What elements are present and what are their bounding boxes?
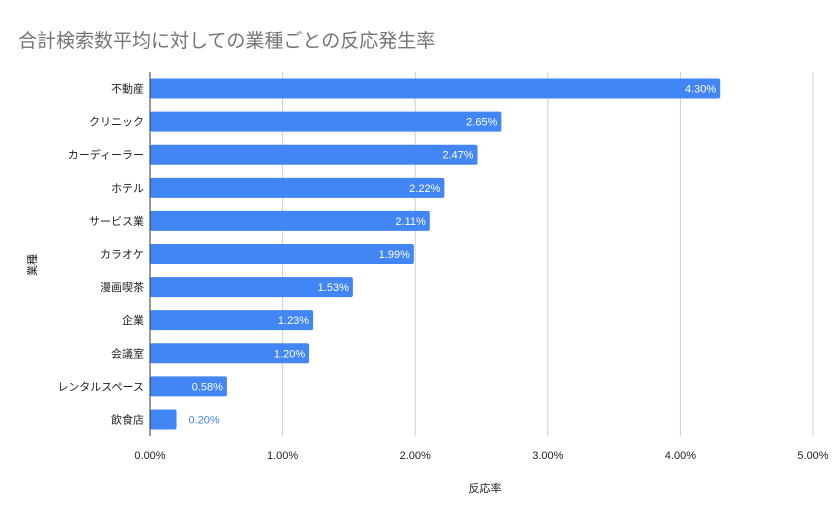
- y-category-label: サービス業: [89, 215, 144, 228]
- bar: [150, 210, 430, 231]
- x-tick-label: 4.00%: [665, 450, 696, 462]
- y-category-label: クリニック: [89, 116, 144, 129]
- bar: [150, 376, 227, 397]
- data-label: 2.47%: [442, 150, 473, 162]
- y-category-label: 不動産: [111, 82, 144, 96]
- bar: [150, 244, 414, 264]
- bar: [150, 177, 445, 198]
- data-label: 1.20%: [274, 348, 305, 360]
- y-category-label: カラオケ: [100, 248, 144, 261]
- y-category-label: カーディーラー: [68, 148, 144, 162]
- y-category-label: 飲食店: [111, 412, 144, 426]
- bar: [150, 409, 177, 430]
- chart-title: 合計検索数平均に対しての業種ごとの反応発生率: [18, 30, 436, 52]
- y-category-label: 会議室: [111, 346, 144, 360]
- y-category-label: 漫画喫茶: [100, 280, 144, 294]
- data-label: 2.65%: [466, 117, 497, 129]
- x-axis-title: 反応率: [469, 481, 502, 495]
- y-category-label: ホテル: [111, 182, 144, 195]
- axes: 0.00% 1.00% 2.00% 3.00% 4.00% 5.00% 不動産クリニックカー…: [57, 72, 829, 462]
- bar: [150, 343, 310, 364]
- data-label: 4.30%: [685, 84, 716, 96]
- x-tick-label: 3.00%: [532, 450, 563, 462]
- bar: [150, 111, 502, 132]
- data-label: 0.58%: [192, 381, 223, 393]
- data-label: 0.20%: [189, 414, 220, 426]
- data-label: 1.53%: [318, 282, 349, 294]
- y-axis-title: 業種: [25, 254, 39, 276]
- bar: [150, 310, 314, 331]
- x-tick-label: 2.00%: [400, 450, 431, 462]
- x-tick-label: 0.00%: [134, 450, 165, 462]
- y-category-label: 企業: [122, 313, 144, 327]
- bar: [150, 78, 721, 99]
- x-tick-label: 1.00%: [267, 450, 298, 462]
- bars: 4.30% 2.65% 2.47% 2.22% 2.11% 1.99% 1.53% 1.23%…: [150, 78, 721, 430]
- x-tick-label: 5.00%: [797, 450, 828, 462]
- y-category-label: レンタルスペース: [57, 380, 144, 393]
- data-label: 2.22%: [409, 183, 440, 195]
- data-label: 2.11%: [395, 216, 426, 228]
- data-label: 1.99%: [379, 249, 410, 261]
- data-label: 1.23%: [278, 315, 309, 327]
- bar: [150, 277, 353, 298]
- bar: [150, 144, 478, 165]
